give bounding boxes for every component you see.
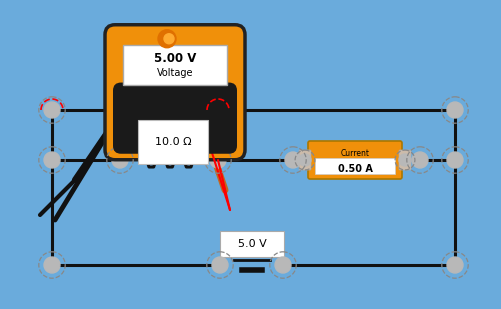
FancyBboxPatch shape — [314, 158, 394, 174]
Circle shape — [299, 154, 311, 166]
Text: 10.0 Ω: 10.0 Ω — [155, 137, 191, 147]
FancyBboxPatch shape — [398, 150, 410, 170]
Circle shape — [446, 102, 462, 118]
Text: 5.0 V: 5.0 V — [237, 239, 266, 249]
Text: Voltage: Voltage — [156, 68, 193, 78]
Circle shape — [211, 257, 227, 273]
FancyBboxPatch shape — [123, 45, 226, 85]
FancyBboxPatch shape — [299, 150, 311, 170]
Circle shape — [446, 257, 462, 273]
Circle shape — [44, 257, 60, 273]
Circle shape — [44, 102, 60, 118]
Text: 5.00 V: 5.00 V — [153, 52, 196, 65]
FancyBboxPatch shape — [113, 83, 236, 154]
Circle shape — [398, 154, 410, 166]
Circle shape — [411, 152, 427, 168]
Circle shape — [209, 152, 225, 168]
FancyBboxPatch shape — [308, 141, 401, 179]
Circle shape — [112, 152, 128, 168]
Circle shape — [158, 30, 176, 48]
Circle shape — [275, 257, 291, 273]
Circle shape — [44, 152, 60, 168]
Circle shape — [164, 34, 174, 44]
Text: Current: Current — [340, 149, 369, 158]
Circle shape — [209, 102, 225, 118]
Circle shape — [446, 152, 462, 168]
Text: 0.50 A: 0.50 A — [337, 164, 372, 175]
FancyBboxPatch shape — [105, 25, 244, 160]
Circle shape — [209, 102, 225, 118]
FancyBboxPatch shape — [219, 231, 284, 257]
Circle shape — [285, 152, 301, 168]
